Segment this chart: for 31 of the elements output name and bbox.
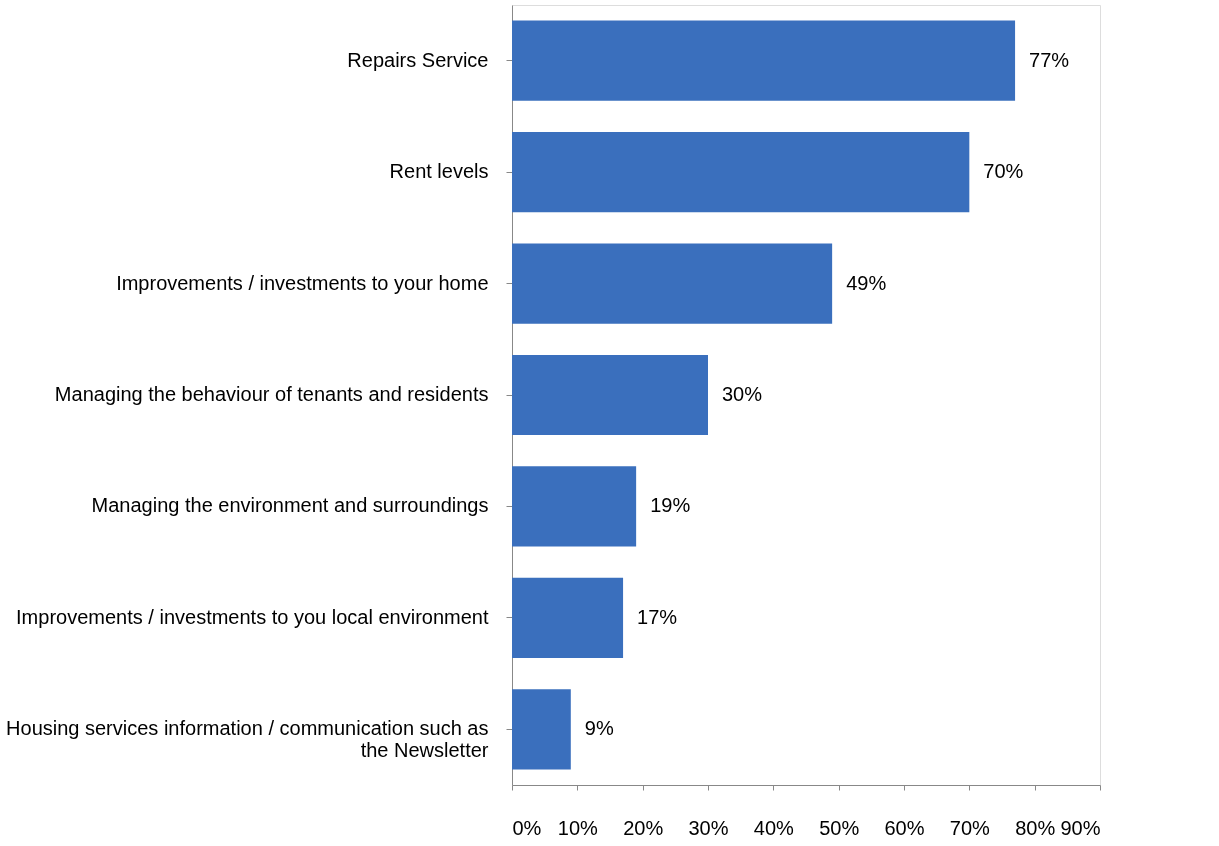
y-tick-label: Housing services information / communication such as the Newsletter <box>6 717 489 762</box>
x-tick-label: 30% <box>688 816 729 839</box>
y-tick-label: Rent levels <box>389 160 489 183</box>
x-tick-label: 20% <box>623 816 664 839</box>
bar <box>512 243 833 324</box>
y-tick-label: Improvements / investments to you local environment <box>16 605 489 628</box>
bar <box>512 354 708 436</box>
x-tick-label: 80% <box>1015 816 1056 839</box>
y-tick-label: Managing the behaviour of tenants and residents <box>54 383 489 405</box>
data-label: 70% <box>983 160 1024 183</box>
y-tick-label: Managing the environment and surroundings <box>91 494 489 517</box>
x-tick-label: 60% <box>884 816 925 839</box>
x-tick-label: 50% <box>819 816 860 839</box>
bar <box>512 689 571 770</box>
x-tick-label: 0% <box>512 816 542 839</box>
bar <box>512 466 637 547</box>
data-label: 17% <box>637 605 678 628</box>
y-tick-label: Repairs Service <box>347 48 489 71</box>
bar <box>512 577 624 658</box>
x-tick-label: 70% <box>949 816 991 839</box>
y-tick-label: Improvements / investments to your home <box>116 271 489 294</box>
data-label: 77% <box>1029 48 1070 71</box>
x-tick-label: 90% <box>1060 816 1101 839</box>
data-label: 9% <box>584 717 614 740</box>
x-tick-label: 10% <box>557 816 599 839</box>
bar <box>512 20 1016 101</box>
data-label: 19% <box>650 494 691 517</box>
x-tick-label: 40% <box>753 816 795 839</box>
bar <box>512 132 970 213</box>
data-label: 30% <box>722 383 763 405</box>
data-label: 49% <box>846 271 887 294</box>
